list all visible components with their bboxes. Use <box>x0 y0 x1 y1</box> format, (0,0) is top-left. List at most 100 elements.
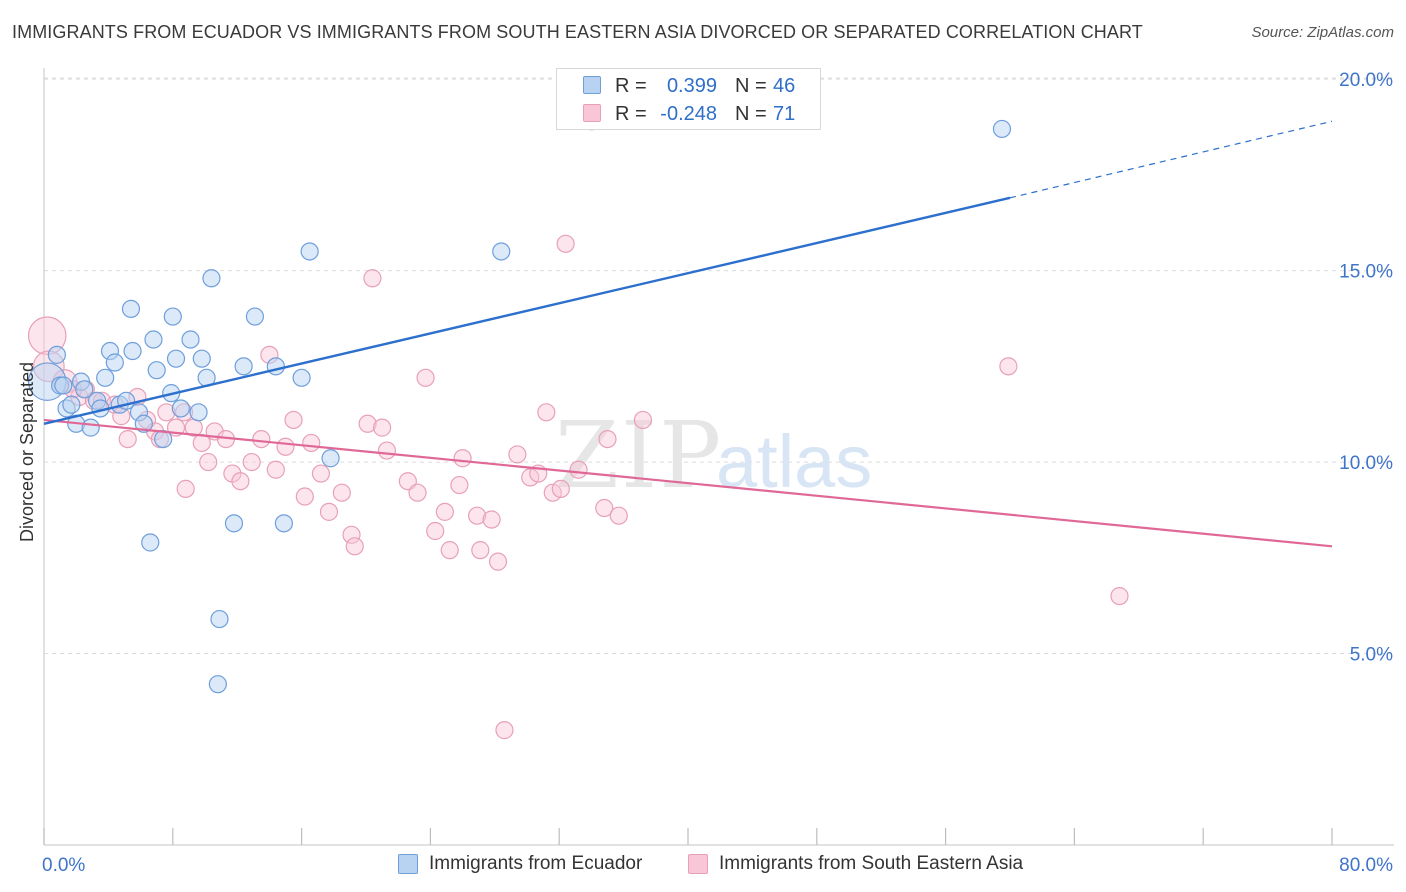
sea-point <box>358 414 377 433</box>
ecuador-point <box>992 119 1012 139</box>
n-value: 46 <box>773 75 796 97</box>
trend-lines <box>43 120 1333 548</box>
sea-point <box>450 475 469 495</box>
ecuador-point <box>166 349 186 368</box>
axis-labels: 5.0% 10.0% 15.0% 20.0% 0.0% 80.0% Divorced or … <box>17 70 1393 876</box>
ecuador-point <box>123 341 142 361</box>
sea-point <box>377 441 397 460</box>
ecuador-point <box>105 353 124 372</box>
ecuador-point <box>134 414 153 433</box>
sea-point <box>118 429 137 449</box>
correlation-legend: R = 0.399 N = 46 R = -0.248 N = 71 <box>556 68 821 130</box>
sea-point <box>176 479 195 498</box>
legend-row-sea: R = -0.248 N = 71 <box>557 100 820 128</box>
sea-swatch <box>583 104 601 122</box>
ecuador-point <box>47 345 66 364</box>
sea-point <box>242 452 261 472</box>
sea-point <box>295 487 314 506</box>
ecuador-series-points <box>27 119 1012 694</box>
sea-point <box>426 521 445 541</box>
sea-point <box>633 410 653 430</box>
sea-point <box>551 479 570 498</box>
ecuador-point <box>192 349 211 368</box>
ecuador-point <box>96 368 115 387</box>
ecuador-trend-line <box>43 196 1011 425</box>
sea-point <box>609 506 628 525</box>
ecuador-point <box>141 533 160 552</box>
y-tick-label: 15.0% <box>1339 262 1393 283</box>
sea-point <box>302 433 321 453</box>
ecuador-point <box>245 307 265 326</box>
sea-point <box>342 525 361 544</box>
sea-point <box>440 541 459 560</box>
sea-series-points <box>27 112 1129 740</box>
ecuador-legend-label: Immigrants from Ecuador <box>429 853 643 874</box>
sea-point <box>231 472 250 491</box>
ecuador-point <box>210 609 229 629</box>
ecuador-point <box>292 368 311 387</box>
ecuador-point <box>62 395 81 414</box>
ecuador-legend-swatch <box>398 854 418 874</box>
sea-point <box>453 449 472 468</box>
n-label: N = <box>735 103 767 125</box>
sea-point <box>408 483 427 502</box>
r-label: R = <box>615 75 647 97</box>
chart-title: IMMIGRANTS FROM ECUADOR VS IMMIGRANTS FR… <box>12 22 1143 42</box>
sea-point <box>556 234 575 253</box>
sea-point <box>488 552 508 571</box>
ecuador-point <box>224 514 244 533</box>
ecuador-swatch <box>583 76 601 94</box>
sea-point <box>495 721 514 740</box>
sea-point <box>27 316 67 356</box>
legend-row-ecuador: R = 0.399 N = 46 <box>557 72 820 100</box>
sea-legend-label: Immigrants from South Eastern Asia <box>719 853 1024 874</box>
ecuador-point <box>147 361 166 380</box>
ecuador-point <box>208 675 227 694</box>
sea-point <box>1110 586 1129 606</box>
sea-point <box>284 410 303 430</box>
sea-point <box>482 510 501 529</box>
ecuador-point <box>492 242 511 261</box>
ecuador-point <box>300 242 319 261</box>
x-tick-label-min: 0.0% <box>42 855 85 876</box>
sea-point <box>252 429 271 449</box>
y-tick-label: 5.0% <box>1350 645 1393 666</box>
sea-point <box>311 464 331 483</box>
ecuador-point <box>234 357 253 376</box>
sea-point <box>471 541 490 560</box>
sea-point <box>332 483 351 502</box>
ecuador-point <box>144 330 163 349</box>
sea-point <box>508 445 527 464</box>
sea-point <box>467 506 487 525</box>
x-tick-label-max: 80.0% <box>1339 855 1393 876</box>
source-label: Source: ZipAtlas.com <box>1251 24 1394 41</box>
ecuador-point <box>266 357 285 376</box>
r-value: 0.399 <box>666 75 717 97</box>
watermark-zip: ZIP <box>555 402 723 509</box>
r-value: -0.248 <box>660 103 717 125</box>
ecuador-point <box>75 380 94 399</box>
sea-point <box>569 460 588 479</box>
ecuador-point <box>81 418 100 437</box>
series-legend: Immigrants from Ecuador Immigrants from … <box>0 852 1406 878</box>
sea-point <box>598 429 617 449</box>
sea-point <box>319 502 339 521</box>
sea-point <box>363 269 382 288</box>
n-label: N = <box>735 75 767 97</box>
r-label: R = <box>615 103 647 125</box>
ecuador-trend-extension <box>1009 120 1333 199</box>
y-tick-label: 20.0% <box>1339 70 1393 91</box>
ecuador-point <box>181 330 200 349</box>
ecuador-point <box>54 376 73 395</box>
ecuador-point <box>321 449 340 468</box>
ecuador-point <box>189 403 208 422</box>
ecuador-point <box>121 299 141 319</box>
sea-point <box>416 368 435 387</box>
watermark: ZIP atlas <box>555 402 872 509</box>
y-tick-label: 10.0% <box>1339 453 1393 474</box>
sea-point <box>435 502 454 521</box>
sea-point <box>373 418 392 437</box>
y-axis-label: Divorced or Separated <box>17 362 37 542</box>
sea-point <box>199 452 218 472</box>
